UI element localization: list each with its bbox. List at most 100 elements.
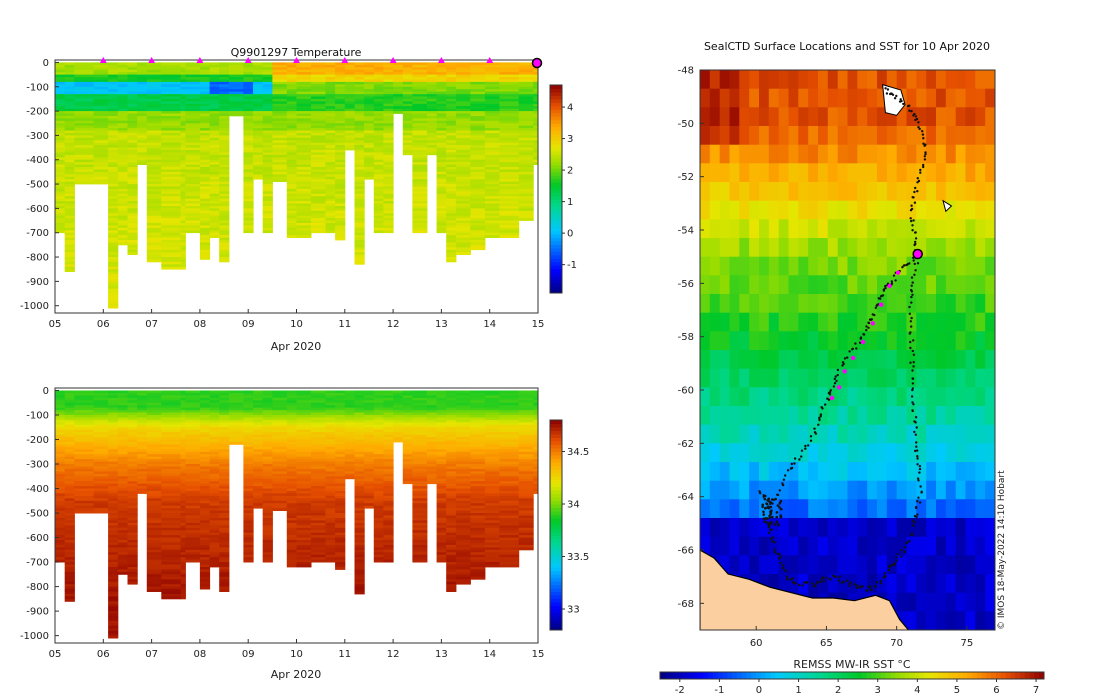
heat-cell [344,402,355,406]
heat-cell [93,459,109,462]
heat-cell [354,225,365,229]
heat-cell [446,240,457,243]
heat-cell [286,439,297,443]
heat-cell [219,508,230,511]
heat-cell [55,473,66,477]
heat-cell [470,206,486,209]
heat-cell [296,157,312,161]
heat-cell [127,64,138,68]
heat-cell [146,544,162,548]
heat-cell [412,179,428,182]
heat-cell [108,106,119,109]
heat-cell [383,527,394,531]
heat-cell [533,67,538,71]
heat-cell [518,77,534,80]
heat-cell [393,410,404,413]
heat-cell [117,415,128,418]
heat-cell [146,247,162,251]
heat-cell [55,390,66,394]
heat-cell [383,108,394,112]
heat-cell [127,451,138,455]
heat-cell [518,181,534,185]
heat-cell [383,142,394,146]
heat-cell [243,429,254,433]
heat-cell [484,201,500,204]
heat-cell [64,123,75,127]
heat-cell [199,203,211,207]
heat-cell [64,581,75,585]
heat-cell [199,405,211,409]
heat-cell [446,188,457,192]
heat-cell [253,140,264,144]
heat-cell [127,96,138,100]
heat-cell [64,589,75,592]
heat-cell [344,103,355,107]
heat-cell [311,103,326,107]
heat-cell [127,493,138,497]
heat-cell [185,515,201,519]
heat-cell [518,133,534,136]
heat-cell [108,305,119,309]
heat-cell [199,424,211,428]
heat-cell [108,415,119,418]
heat-cell [117,461,128,465]
heat-cell [484,157,500,161]
heat-cell [325,181,336,185]
heat-cell [311,520,326,524]
heat-cell [180,419,186,423]
heat-cell [199,495,211,499]
heat-cell [108,223,119,226]
heat-cell [137,446,148,450]
heat-cell [127,449,138,453]
heat-cell [219,434,230,438]
heat-cell [286,444,297,448]
heat-cell [161,62,182,66]
heat-cell [137,152,148,156]
heat-cell [335,505,346,509]
heat-cell [161,525,182,529]
heat-cell [373,198,384,202]
heat-cell [209,476,220,480]
heat-cell [161,481,182,485]
heat-cell [364,164,375,168]
heat-cell [373,537,384,541]
heat-cell [446,128,457,131]
heat-cell [185,198,201,202]
heat-cell [93,147,109,151]
heat-cell [74,159,95,163]
heat-cell [108,269,119,272]
heat-cell [219,101,230,105]
heat-cell [185,542,201,546]
heat-cell [219,400,230,404]
heat-cell [455,72,471,75]
heat-cell [127,188,138,192]
heat-cell [117,176,128,180]
heat-cell [436,196,447,199]
heat-cell [253,162,264,165]
heat-cell [243,108,254,112]
heat-cell [272,454,288,458]
heat-cell [199,419,211,423]
heat-cell [185,176,201,180]
heat-cell [354,486,365,489]
heat-cell [354,493,365,497]
heat-cell [393,98,404,102]
heat-cell [335,79,346,83]
heat-cell [180,464,186,467]
heat-cell [499,106,520,109]
heat-cell [262,483,273,487]
heat-cell [262,407,273,411]
heat-cell [446,203,457,207]
heat-cell [74,154,95,158]
heat-cell [373,395,384,399]
heat-cell [64,91,75,95]
heat-cell [325,498,336,502]
heat-cell [364,392,375,396]
heat-cell [373,412,384,416]
heat-cell [286,410,297,413]
heat-cell [243,98,254,102]
heat-cell [335,86,346,90]
heat-cell [262,218,273,221]
heat-cell [412,74,428,78]
heat-cell [127,419,138,423]
